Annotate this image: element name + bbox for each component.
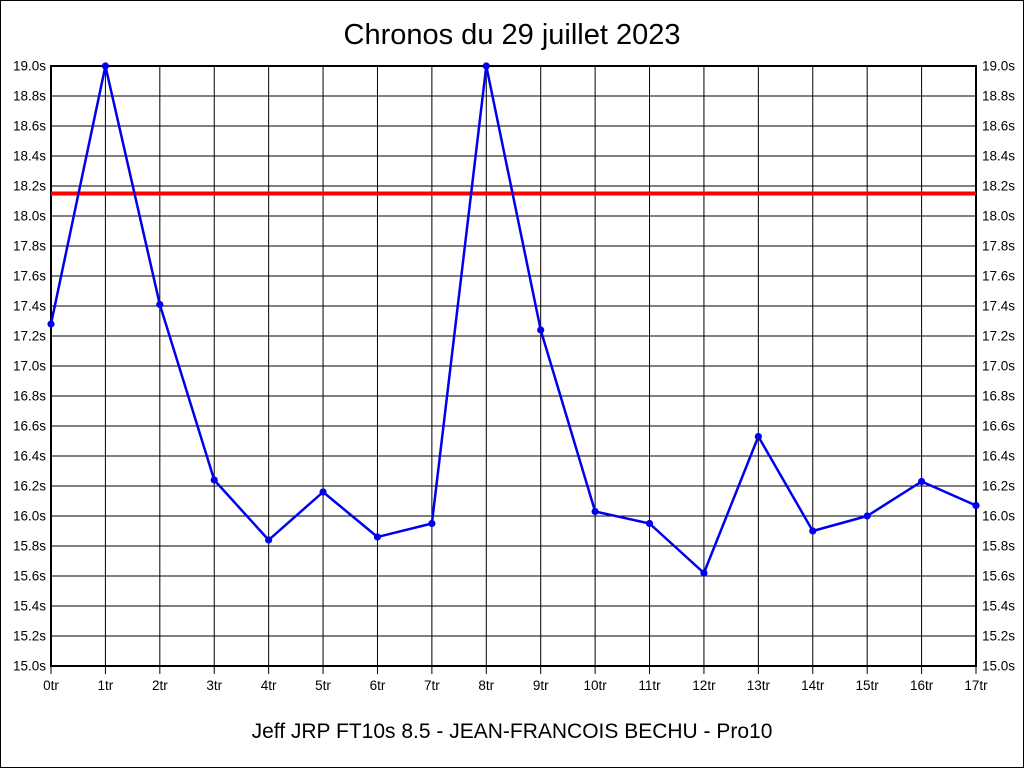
data-point-0tr — [47, 320, 55, 328]
y-tick-label-right: 15.2s — [982, 629, 1015, 644]
y-tick-label-left: 17.4s — [13, 299, 46, 314]
y-tick-label-left: 16.8s — [13, 389, 46, 404]
x-tick-label: 17tr — [964, 678, 988, 693]
y-tick-label-right: 15.4s — [982, 599, 1015, 614]
data-point-15tr — [863, 512, 871, 520]
x-tick-label: 12tr — [692, 678, 716, 693]
x-tick-label: 6tr — [370, 678, 386, 693]
y-tick-label-left: 16.0s — [13, 509, 46, 524]
data-point-8tr — [482, 62, 490, 70]
y-tick-label-right: 18.8s — [982, 89, 1015, 104]
y-tick-label-left: 15.4s — [13, 599, 46, 614]
y-tick-label-right: 16.0s — [982, 509, 1015, 524]
y-tick-label-left: 19.0s — [13, 59, 46, 74]
data-point-16tr — [917, 477, 926, 486]
data-point-12tr — [700, 569, 708, 577]
y-tick-label-right: 15.6s — [982, 569, 1015, 584]
y-tick-label-right: 18.4s — [982, 149, 1015, 164]
data-point-9tr — [537, 326, 545, 334]
y-tick-label-left: 18.6s — [13, 119, 46, 134]
y-tick-label-left: 17.0s — [13, 359, 46, 374]
data-point-6tr — [373, 533, 382, 541]
y-tick-label-right: 16.8s — [982, 389, 1015, 404]
y-tick-label-left: 15.0s — [13, 659, 46, 674]
x-tick-label: 1tr — [98, 678, 114, 693]
y-tick-label-right: 18.6s — [982, 119, 1015, 134]
y-tick-label-right: 16.4s — [982, 449, 1015, 464]
y-tick-label-right: 19.0s — [982, 59, 1015, 74]
y-tick-label-right: 18.2s — [982, 179, 1015, 194]
data-point-11tr — [645, 519, 654, 528]
chart-footer-caption: Jeff JRP FT10s 8.5 - JEAN-FRANCOIS BECHU… — [251, 720, 773, 743]
y-tick-label-left: 16.4s — [13, 449, 46, 464]
data-point-1tr — [101, 62, 110, 70]
y-tick-label-right: 16.6s — [982, 419, 1015, 434]
data-point-5tr — [319, 488, 327, 496]
y-tick-label-right: 15.8s — [982, 539, 1015, 554]
x-tick-label: 0tr — [43, 678, 59, 693]
y-tick-label-right: 17.2s — [982, 329, 1015, 344]
y-tick-label-left: 15.6s — [13, 569, 46, 584]
y-tick-label-left: 17.2s — [13, 329, 46, 344]
x-tick-label: 7tr — [424, 678, 440, 693]
data-point-2tr — [156, 300, 164, 309]
x-tick-label: 16tr — [910, 678, 934, 693]
y-tick-label-left: 18.4s — [13, 149, 46, 164]
chart-title: Chronos du 29 juillet 2023 — [343, 19, 681, 51]
data-point-14tr — [809, 527, 817, 535]
plot-frame — [50, 65, 977, 667]
data-point-7tr — [428, 519, 436, 528]
x-tick-label: 10tr — [583, 678, 607, 693]
y-tick-label-left: 15.2s — [13, 629, 46, 644]
x-tick-label: 13tr — [747, 678, 771, 693]
y-tick-label-right: 17.4s — [982, 299, 1015, 314]
y-tick-label-right: 18.0s — [982, 209, 1015, 224]
y-tick-label-left: 16.2s — [13, 479, 46, 494]
x-tick-label: 14tr — [801, 678, 825, 693]
data-point-13tr — [754, 432, 762, 441]
x-tick-label: 3tr — [206, 678, 222, 693]
x-tick-label: 4tr — [261, 678, 277, 693]
x-tick-label: 5tr — [315, 678, 331, 693]
data-point-4tr — [265, 536, 273, 544]
y-tick-label-left: 17.8s — [13, 239, 46, 254]
y-tick-label-right: 17.6s — [982, 269, 1015, 284]
y-tick-label-left: 17.6s — [13, 269, 46, 284]
y-tick-label-right: 17.0s — [982, 359, 1015, 374]
data-point-17tr — [972, 501, 980, 510]
x-tick-label: 15tr — [856, 678, 880, 693]
data-point-10tr — [591, 507, 599, 516]
y-tick-label-right: 17.8s — [982, 239, 1015, 254]
x-tick-label: 9tr — [533, 678, 549, 693]
y-tick-label-right: 16.2s — [982, 479, 1015, 494]
y-tick-label-left: 16.6s — [13, 419, 46, 434]
y-tick-label-left: 18.8s — [13, 89, 46, 104]
y-tick-label-left: 18.2s — [13, 179, 46, 194]
y-tick-label-right: 15.0s — [982, 659, 1015, 674]
series-line — [49, 64, 977, 575]
data-point-3tr — [210, 476, 218, 484]
x-tick-label: 11tr — [638, 678, 661, 693]
y-tick-label-left: 18.0s — [13, 209, 46, 224]
x-tick-label: 2tr — [152, 678, 168, 693]
y-tick-label-left: 15.8s — [13, 539, 46, 554]
x-tick-label: 8tr — [478, 678, 494, 693]
